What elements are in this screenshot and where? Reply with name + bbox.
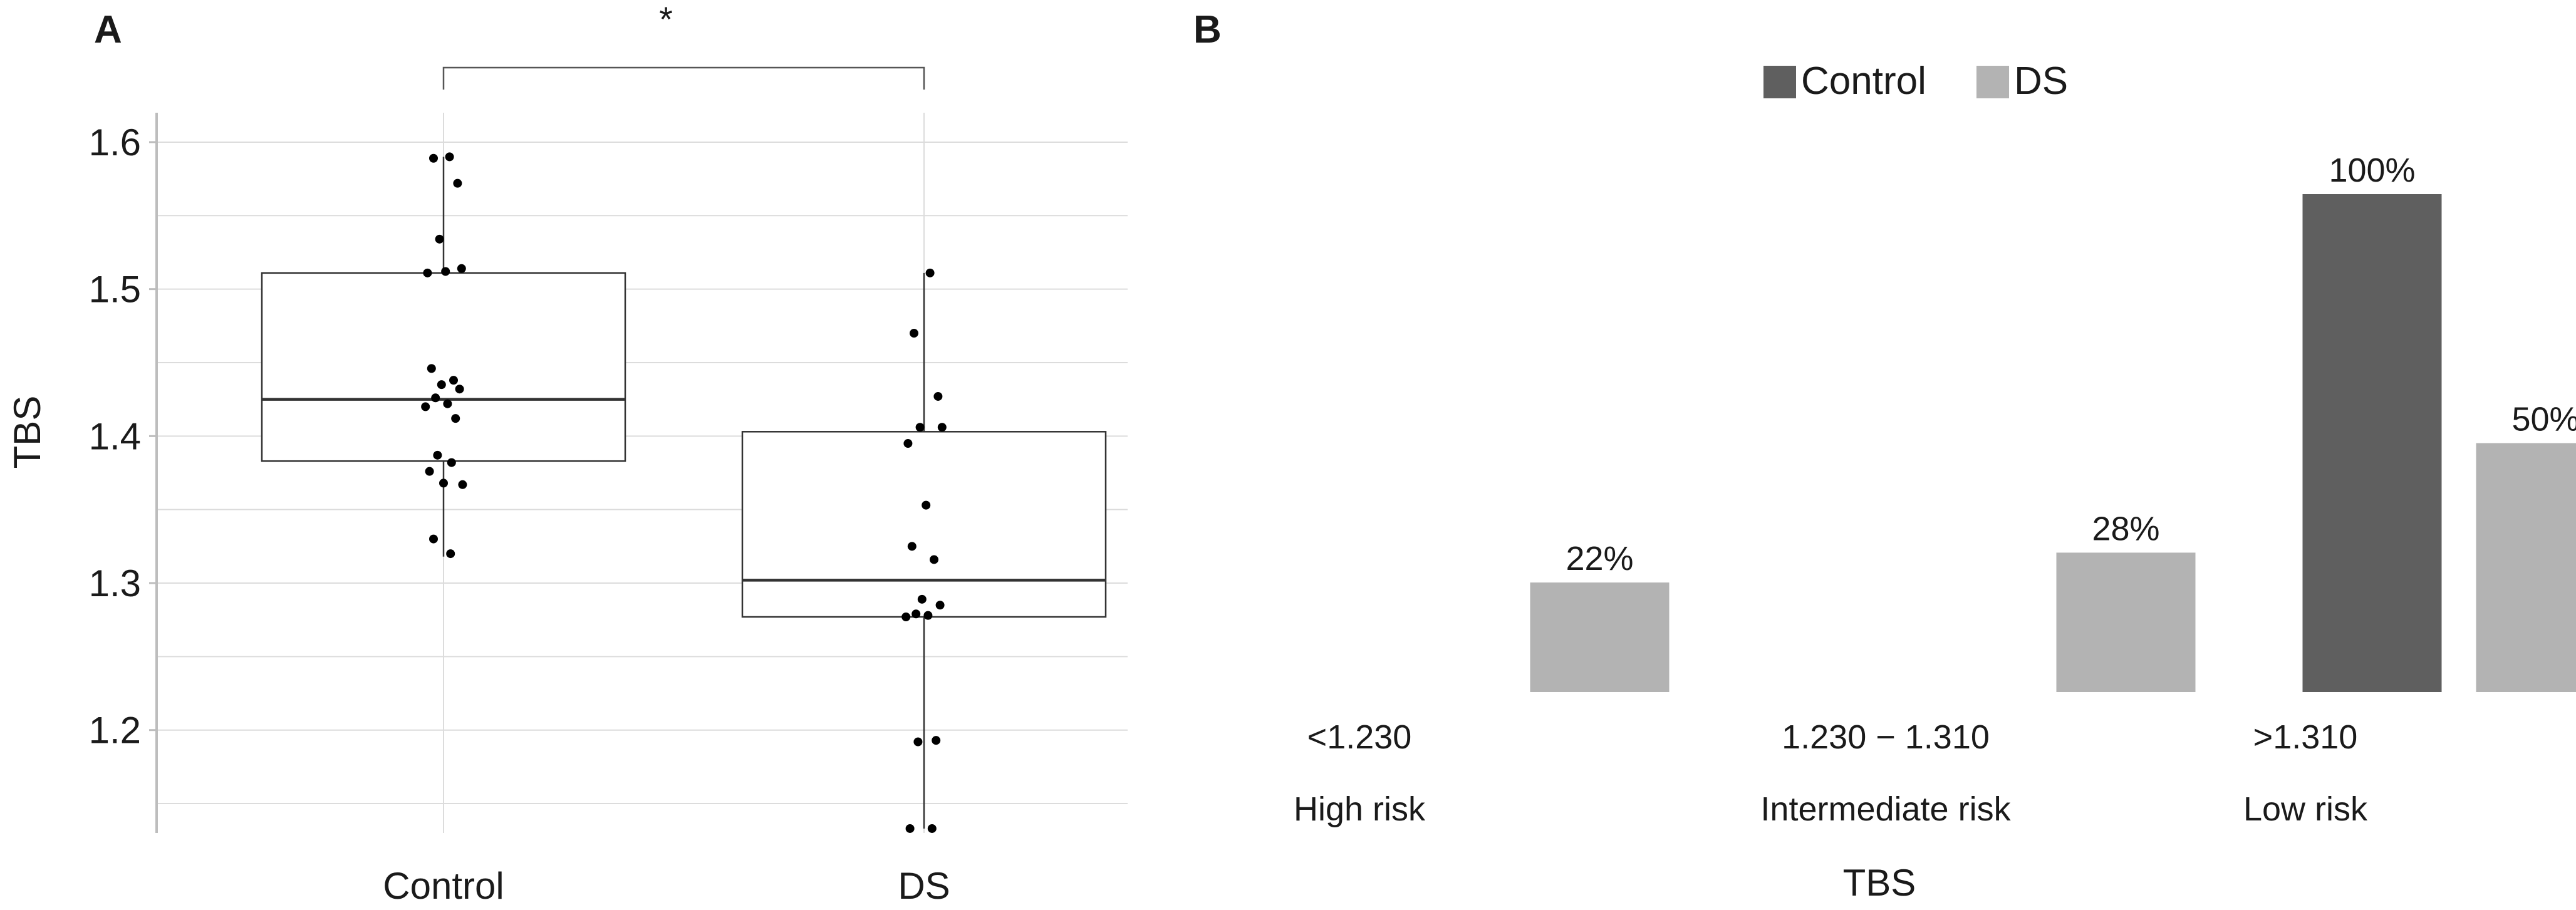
data-point — [429, 534, 438, 544]
data-point — [917, 594, 927, 604]
legend: Control DS — [1763, 59, 2068, 103]
data-point — [933, 391, 943, 401]
x-tick-label: Control — [383, 865, 504, 907]
significance-bracket — [442, 66, 925, 90]
bar-value-label: 100% — [2329, 152, 2415, 189]
data-point — [910, 329, 918, 338]
box — [741, 431, 1107, 618]
data-point — [923, 611, 933, 620]
data-point — [905, 824, 915, 833]
category-label: >1.310 — [2253, 718, 2358, 756]
bar — [1530, 582, 1670, 692]
legend-swatch — [1763, 66, 1796, 98]
data-point — [443, 399, 452, 408]
data-point — [458, 480, 467, 489]
data-point — [915, 423, 925, 432]
data-point — [437, 380, 446, 390]
data-point — [427, 364, 436, 373]
data-point — [421, 402, 430, 411]
data-point — [447, 458, 456, 467]
data-point — [449, 376, 458, 385]
data-point — [913, 737, 923, 747]
panel-b-bars — [1530, 194, 2576, 692]
category-sublabel: Low risk — [2243, 790, 2368, 828]
panel-a-points — [421, 152, 947, 833]
bar — [2476, 443, 2576, 692]
data-point — [425, 467, 434, 476]
significance-marker: * — [659, 0, 673, 39]
data-point — [901, 613, 911, 621]
data-point — [927, 824, 937, 833]
bar — [2056, 552, 2196, 692]
category-sublabel: High risk — [1294, 790, 1426, 828]
bar-value-label: 22% — [1566, 540, 1633, 577]
panel-b-labels: 22% <1.230 High risk 28% 1.230 − 1.310 Interm… — [1294, 152, 2576, 828]
data-point — [431, 393, 440, 403]
panel-a-axis: 1.2 1.3 1.4 1.5 1.6 — [89, 113, 158, 833]
y-tick-label: 1.6 — [89, 122, 141, 163]
data-point — [925, 268, 935, 277]
y-tick-label: 1.5 — [89, 269, 141, 311]
data-point — [453, 178, 462, 188]
panel-a-labels: Control DS — [383, 865, 950, 907]
data-point — [439, 478, 448, 488]
data-point — [911, 609, 921, 619]
data-point — [932, 736, 941, 745]
legend-label: DS — [2014, 59, 2068, 103]
panel-a-label: A — [94, 8, 122, 51]
data-point — [433, 450, 442, 460]
y-tick-label: 1.3 — [89, 562, 141, 604]
data-point — [441, 267, 450, 276]
legend-label: Control — [1801, 59, 1926, 103]
data-point — [903, 439, 913, 448]
panel-b-label: B — [1193, 8, 1222, 51]
data-point — [423, 268, 432, 277]
panel-b-barchart: Control DS 22% <1.230 High risk 28% 1.230 − 1… — [1294, 59, 2576, 828]
data-point — [457, 264, 466, 273]
panel-a-boxes — [261, 157, 1107, 829]
data-point — [451, 414, 460, 423]
y-tick-label: 1.4 — [89, 415, 141, 457]
data-point — [937, 423, 947, 432]
category-sublabel: Intermediate risk — [1760, 790, 2011, 828]
category-label: 1.230 − 1.310 — [1782, 718, 1990, 756]
data-point — [455, 385, 464, 394]
panel-a-boxplot: 1.2 1.3 1.4 1.5 1.6 Control DS — [89, 113, 1128, 907]
data-point — [930, 555, 938, 564]
y-tick-label: 1.2 — [89, 710, 141, 752]
data-point — [446, 549, 455, 559]
x-axis-title: TBS — [1843, 862, 1916, 904]
data-point — [922, 500, 931, 510]
data-point — [935, 601, 945, 610]
data-point — [445, 152, 454, 162]
data-point — [429, 153, 438, 163]
data-point — [435, 234, 444, 244]
bar-value-label: 28% — [2092, 510, 2159, 547]
y-axis-title: TBS — [6, 396, 48, 469]
box — [261, 272, 626, 462]
bar — [2302, 194, 2442, 692]
bar-value-label: 50% — [2511, 401, 2576, 438]
legend-swatch — [1976, 66, 2009, 98]
data-point — [907, 542, 917, 551]
category-label: <1.230 — [1307, 718, 1412, 756]
x-tick-label: DS — [898, 865, 950, 907]
